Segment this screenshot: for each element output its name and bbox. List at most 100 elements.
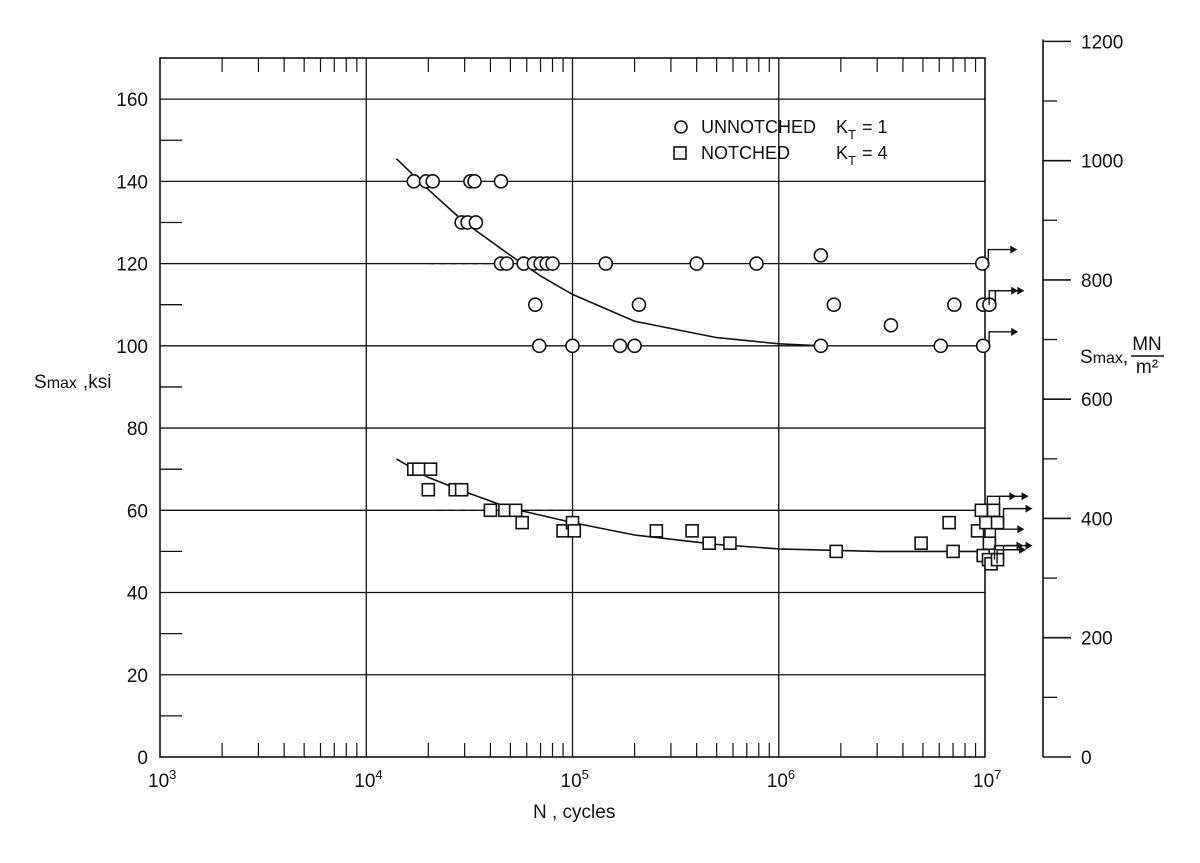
- runout-arrow-head: [1019, 545, 1027, 554]
- point-layer: [406, 174, 1033, 571]
- data-point-circle: [627, 338, 642, 354]
- runout-arrow-line: [994, 290, 1018, 305]
- y-tick-label-right: 800: [1081, 271, 1113, 292]
- data-point-square: [942, 515, 956, 530]
- y-tick-label-left: 20: [127, 666, 148, 687]
- data-point-square: [829, 544, 844, 559]
- runout-arrow-line: [1002, 507, 1026, 523]
- y-tick-label-left: 80: [127, 419, 148, 440]
- runout-arrow-line: [998, 495, 1022, 511]
- svg-text:m²: m²: [1136, 357, 1158, 378]
- axis-layer: [159, 39, 1071, 758]
- y-tick-label-left: 120: [116, 255, 148, 276]
- data-point-circle: [598, 256, 614, 271]
- runout-arrow-head: [1017, 525, 1025, 534]
- runout-arrow-head: [1025, 504, 1033, 513]
- data-point-square: [986, 503, 1001, 518]
- data-point-square: [421, 482, 436, 497]
- label-layer: 0 20 40 60 80 100 120 140 160 103 104 105 106 107 0 200…: [116, 32, 1123, 792]
- legend-circle-marker: [674, 120, 688, 134]
- data-point-circle: [493, 174, 509, 189]
- data-point-square: [982, 536, 997, 550]
- curve-layer: [395, 158, 985, 553]
- data-point-circle: [631, 297, 647, 313]
- legend-square-marker: [673, 146, 687, 160]
- runout-arrow-line: [987, 248, 1011, 264]
- data-point-square: [483, 503, 498, 518]
- runout-arrow: [996, 545, 1027, 564]
- data-point-circle: [499, 256, 515, 271]
- runout-arrow: [1002, 504, 1033, 523]
- data-point-square: [515, 515, 529, 530]
- runout-arrow: [987, 245, 1018, 264]
- y-tick-label-left: 0: [137, 748, 148, 769]
- data-point-circle: [975, 338, 991, 354]
- legend: UNNOTCHED KT = 1 NOTCHED KT = 4: [673, 117, 888, 168]
- legend-label-unnotched: UNNOTCHED: [701, 117, 816, 137]
- runout-arrow-line: [988, 331, 1012, 346]
- data-point-square: [412, 462, 426, 476]
- runout-arrow-line: [996, 549, 1020, 564]
- data-point-circle: [813, 338, 829, 354]
- data-point-circle: [531, 338, 547, 354]
- data-point-square: [946, 544, 960, 559]
- data-point-square: [567, 524, 582, 538]
- y-tick-label-left: 160: [116, 90, 148, 111]
- x-tick-label: 104: [354, 767, 382, 792]
- data-point-circle: [612, 338, 628, 354]
- y-tick-label-left: 60: [127, 501, 148, 522]
- x-tick-label: 106: [767, 767, 795, 792]
- y-tick-label-left: 100: [116, 337, 148, 358]
- data-point-square: [702, 536, 716, 550]
- data-point-circle: [749, 256, 764, 271]
- data-point-circle: [565, 338, 580, 354]
- data-point-circle: [467, 174, 482, 189]
- data-point-square: [723, 536, 737, 550]
- data-point-square: [974, 503, 989, 518]
- runout-arrow: [994, 286, 1025, 305]
- y-axis-title-right: Smax, MN m²: [1080, 334, 1164, 378]
- y-tick-label-right: 0: [1081, 748, 1092, 769]
- data-point-square: [979, 515, 993, 530]
- runout-arrow-head: [1010, 245, 1018, 254]
- runout-arrow-head: [1021, 492, 1029, 501]
- data-point-circle: [468, 215, 484, 230]
- data-point-square: [685, 524, 699, 538]
- runout-arrow-head: [1017, 286, 1025, 295]
- y-axis-title-left: Smax ,ksi: [34, 372, 111, 393]
- legend-k-notched: KT = 4: [836, 143, 888, 168]
- y-tick-label-left: 140: [116, 172, 148, 193]
- fit-curve-circle: [395, 158, 821, 347]
- data-point-square: [649, 524, 664, 538]
- legend-label-notched: NOTCHED: [701, 143, 790, 163]
- runout-arrow: [1002, 541, 1033, 560]
- y-tick-label-right: 600: [1081, 390, 1113, 411]
- y-tick-label-right: 400: [1081, 509, 1113, 530]
- runout-arrow-line: [994, 528, 1018, 544]
- data-point-circle: [527, 297, 543, 313]
- data-point-circle: [545, 256, 560, 271]
- data-point-square: [914, 536, 928, 550]
- data-point-circle: [826, 297, 842, 313]
- runout-arrow-line: [1002, 544, 1026, 560]
- y-tick-label-right: 200: [1081, 629, 1113, 650]
- legend-k-unnotched: KT = 1: [836, 117, 888, 142]
- data-point-circle: [406, 174, 422, 189]
- runout-arrow-head: [1025, 541, 1033, 550]
- runout-arrow: [988, 327, 1019, 346]
- svg-text:Smax,: Smax,: [1080, 347, 1128, 368]
- data-point-circle: [933, 338, 949, 354]
- data-point-circle: [425, 174, 441, 189]
- y-tick-label-left: 40: [127, 584, 148, 605]
- data-point-square: [990, 515, 1005, 530]
- data-point-circle: [689, 256, 704, 271]
- x-axis-title: N , cycles: [533, 802, 615, 823]
- runout-arrow-head: [1011, 327, 1019, 336]
- data-point-circle: [813, 248, 829, 263]
- svg-text:MN: MN: [1132, 334, 1162, 355]
- data-point-circle: [947, 297, 962, 313]
- runout-arrow: [994, 525, 1025, 544]
- data-point-square: [423, 462, 438, 476]
- data-point-circle: [974, 256, 990, 271]
- y-tick-label-right: 1000: [1081, 152, 1123, 173]
